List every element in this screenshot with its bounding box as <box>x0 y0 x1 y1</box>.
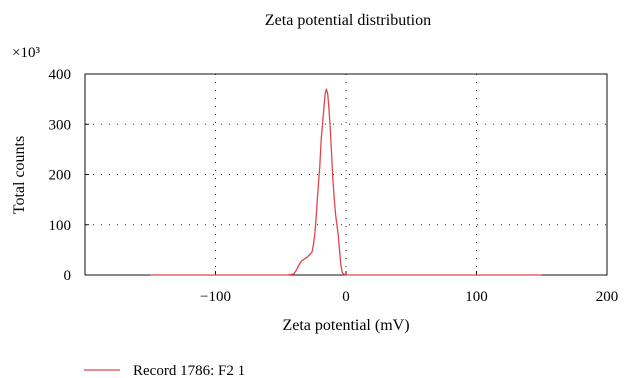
legend: Record 1786: F2 1 <box>84 363 245 378</box>
y-tick-label: 0 <box>64 268 72 284</box>
y-axis-ticks: 0 100 200 300 400 <box>49 67 89 284</box>
y-axis-label: Total counts <box>11 136 28 214</box>
series-layer <box>150 88 542 276</box>
chart-title: Zeta potential distribution <box>265 12 431 29</box>
y-tick-label: 200 <box>49 168 72 184</box>
y-tick-label: 300 <box>49 117 72 133</box>
y-axis-multiplier: ×10³ <box>12 45 40 61</box>
x-axis-label: Zeta potential (mV) <box>282 317 409 334</box>
plot-area-frame <box>84 73 608 276</box>
x-tick-label: −100 <box>200 289 231 305</box>
x-tick-label: 0 <box>342 289 350 305</box>
x-tick-label: 100 <box>465 289 488 305</box>
x-tick-label: 200 <box>596 289 619 305</box>
y-tick-label: 400 <box>49 67 72 83</box>
series-line <box>150 88 542 276</box>
legend-label: Record 1786: F2 1 <box>133 363 245 378</box>
y-tick-label: 100 <box>49 218 72 234</box>
grid-lines <box>85 74 607 275</box>
x-axis-ticks: −100 0 100 200 <box>200 271 618 305</box>
